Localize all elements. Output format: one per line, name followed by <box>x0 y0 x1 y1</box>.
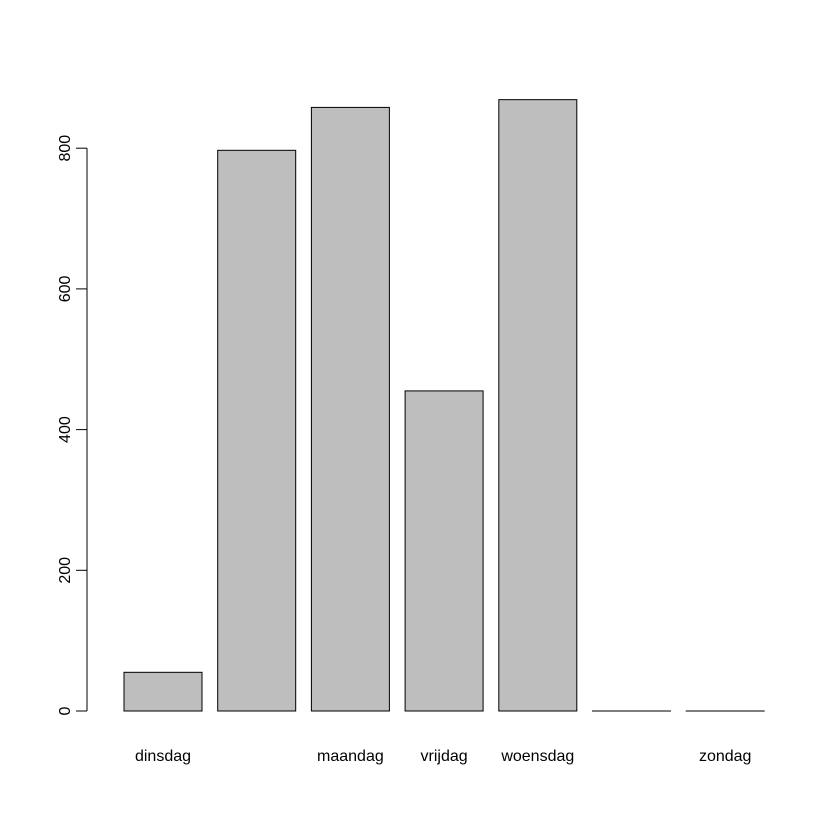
y-tick-label: 200 <box>57 557 74 584</box>
x-axis-labels: dinsdag maandag vrijdag woensdag zondag <box>135 748 751 765</box>
y-tick-label: 400 <box>57 416 74 443</box>
x-category-label: vrijdag <box>421 748 468 765</box>
bar <box>217 149 297 712</box>
bar <box>123 671 203 712</box>
x-category-label: woensdag <box>500 748 574 765</box>
bar <box>498 99 578 712</box>
y-tick-label: 800 <box>57 135 74 162</box>
y-tick-label: 600 <box>57 275 74 302</box>
bar <box>310 106 390 712</box>
y-axis: 0 200 400 600 800 <box>57 135 88 715</box>
y-tick-label: 0 <box>57 706 74 715</box>
bars-group <box>123 99 765 712</box>
x-category-label: dinsdag <box>135 748 191 765</box>
bar <box>404 390 484 712</box>
x-category-label: maandag <box>317 748 384 765</box>
x-category-label: zondag <box>699 748 752 765</box>
